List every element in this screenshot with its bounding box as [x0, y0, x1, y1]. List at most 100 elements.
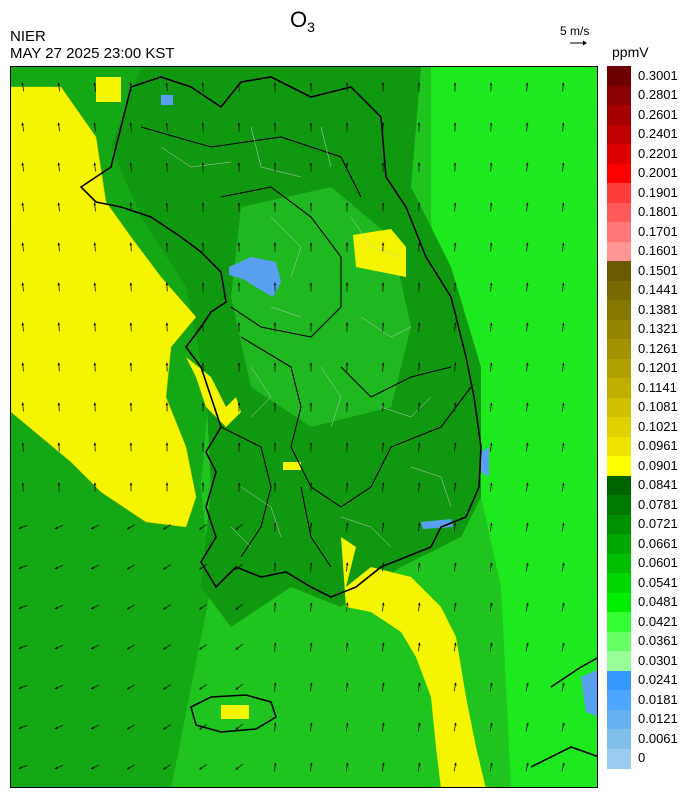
legend-unit: ppmV — [612, 44, 649, 60]
wind-vector-head — [489, 202, 493, 206]
wind-vector-head — [21, 362, 25, 366]
wind-vector-head — [21, 202, 25, 206]
wind-vector-head — [54, 566, 58, 569]
wind-vector-head — [165, 82, 169, 86]
legend-label: 0.0721 — [638, 516, 678, 532]
province-borders — [140, 126, 472, 568]
wind-vector-head — [163, 606, 167, 610]
wind-vector-head — [525, 122, 529, 126]
wind-vector-head — [525, 242, 529, 246]
legend-swatch — [607, 709, 631, 730]
legend-swatch — [607, 690, 631, 710]
wind-vector-head — [93, 82, 97, 86]
wind-vector-head — [237, 362, 241, 366]
wind-vector-head — [345, 442, 349, 446]
wind-vector-head — [90, 566, 94, 570]
wind-vector-head — [381, 762, 385, 766]
wind-vector-head — [561, 442, 565, 446]
wind-vector-head — [417, 442, 421, 446]
wind-vector-head — [199, 766, 203, 770]
wind-vector-head — [453, 282, 457, 286]
wind-vector-head — [237, 82, 241, 86]
wind-vector-head — [127, 686, 131, 690]
legend-swatch — [607, 202, 631, 223]
wind-vector-head — [57, 402, 61, 406]
wind-vector-head — [525, 162, 529, 166]
wind-vector-head — [489, 522, 493, 526]
wind-vector-head — [21, 242, 25, 246]
ozone-map[interactable] — [10, 66, 598, 788]
wind-vector-head — [381, 202, 385, 206]
legend-label: 0.2201 — [638, 145, 678, 161]
wind-vector-head — [525, 282, 529, 286]
wind-vector-head — [381, 402, 385, 406]
wind-vector-head — [93, 442, 97, 446]
east-sea-high-zone — [431, 67, 597, 787]
wind-vector-head — [129, 362, 133, 366]
legend-swatch — [607, 105, 631, 125]
wind-vector-head — [93, 282, 97, 286]
wind-vector-head — [57, 122, 61, 126]
legend-swatch — [607, 534, 631, 554]
wind-vector-head — [561, 82, 565, 86]
wind-vector-head — [345, 642, 349, 646]
wind-vector-head — [237, 402, 241, 406]
wind-vector-head — [489, 482, 493, 486]
wind-vector-head — [417, 762, 421, 766]
wind-vector-head — [561, 522, 565, 526]
wind-vector-head — [129, 122, 133, 126]
legend-label: 0.0961 — [638, 438, 678, 454]
legend-label: 0.1321 — [638, 321, 678, 337]
inland-yellow-patch — [283, 462, 301, 470]
wind-vector-head — [489, 282, 493, 286]
legend-label: 0.0781 — [638, 496, 678, 512]
legend-label: 0.0361 — [638, 633, 678, 649]
legend-swatch — [607, 397, 631, 418]
wind-vector-head — [201, 362, 205, 366]
wind-vector-head — [381, 522, 385, 526]
wind-vector-head — [57, 322, 61, 326]
legend-label: 0.0901 — [638, 457, 678, 473]
legend-label: 0.0661 — [638, 535, 678, 551]
wind-vector-head — [129, 402, 133, 406]
legend-label: 0.1261 — [638, 340, 678, 356]
wind-vectors — [18, 82, 565, 772]
wind-vector-head — [561, 202, 565, 206]
species-subscript: 3 — [307, 19, 315, 35]
wind-vector-head — [237, 282, 241, 286]
map-title: O3 — [290, 8, 315, 39]
wind-vector-head — [489, 402, 493, 406]
wind-vector-head — [235, 527, 239, 530]
wind-vector-head — [21, 82, 25, 86]
legend-swatch — [607, 66, 631, 86]
wind-vector-head — [201, 82, 205, 86]
wind-vector-head — [345, 162, 349, 166]
wind-vector-head — [237, 482, 241, 486]
wind-vector-head — [90, 646, 94, 650]
legend-swatch — [607, 495, 631, 515]
wind-vector-head — [54, 526, 58, 529]
legend-swatch — [607, 456, 631, 476]
legend-swatch — [607, 553, 631, 574]
legend-label: 0.0841 — [638, 477, 678, 493]
wind-vector-head — [273, 202, 277, 206]
wind-vector-head — [309, 562, 313, 566]
wind-vector-head — [90, 726, 94, 730]
wind-vector-head — [93, 402, 97, 406]
wind-vector-head — [273, 682, 277, 686]
wind-vector-head — [273, 482, 277, 486]
legend-swatch — [607, 729, 631, 749]
legend-label: 0.0481 — [638, 594, 678, 610]
legend-swatch — [607, 339, 631, 359]
wind-vector-head — [345, 522, 349, 526]
wind-vector-head — [417, 682, 421, 686]
legend-label: 0.0181 — [638, 691, 678, 707]
legend-label: 0.2601 — [638, 106, 678, 122]
wind-vector-head — [309, 522, 313, 526]
wind-vector-head — [90, 686, 94, 690]
wind-vector-head — [201, 162, 205, 166]
wind-vector-head — [273, 362, 277, 366]
wind-vector-head — [57, 202, 61, 206]
wind-vector-head — [490, 762, 493, 766]
wind-vector-head — [129, 202, 133, 206]
